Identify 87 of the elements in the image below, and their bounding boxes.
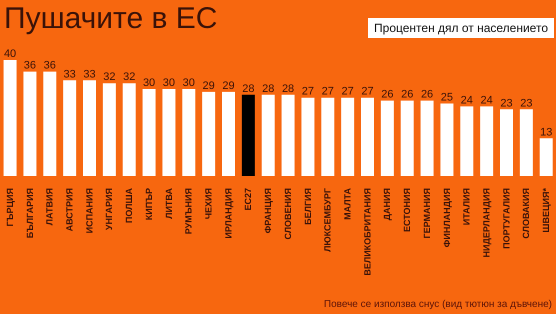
data-label: 32 xyxy=(103,71,116,84)
bar xyxy=(440,104,454,176)
data-label: 25 xyxy=(440,92,454,104)
bar xyxy=(262,94,275,176)
data-label: 27 xyxy=(361,86,374,98)
x-tick-label: АВСТРИЯ xyxy=(64,188,74,232)
x-tick-label: РУМЪНИЯ xyxy=(184,188,194,234)
text: Повече се използва снус (вид тютюн за дъвчене) xyxy=(324,299,552,310)
bar xyxy=(23,72,36,176)
x-tick-label: ЛИТВА xyxy=(164,188,174,219)
bar xyxy=(222,92,236,176)
data-label: 33 xyxy=(64,68,76,80)
x-tick-label: ГЕРМАНИЯ xyxy=(422,188,432,238)
data-label: 36 xyxy=(24,60,36,72)
bar xyxy=(400,100,414,176)
x-tick-label: ДАНИЯ xyxy=(382,188,392,220)
data-label: 27 xyxy=(302,86,314,98)
x-tick-label: ШВЕЦИЯ* xyxy=(541,188,552,233)
x-tick-label: ПОЛША xyxy=(124,188,134,224)
x-tick-label: БЪЛГАРИЯ xyxy=(24,188,35,238)
bar xyxy=(480,106,494,176)
bar xyxy=(142,89,156,176)
x-tick-label: НИДЕРЛАНДИЯ xyxy=(482,188,492,258)
bar xyxy=(102,83,116,176)
bar xyxy=(4,60,17,176)
bar xyxy=(282,94,295,176)
x-tick-label: УНГАРИЯ xyxy=(104,188,114,230)
chart-title: Пушачите в ЕС xyxy=(4,2,218,36)
data-label: 30 xyxy=(142,77,156,89)
x-tick-label: ИСПАНИЯ xyxy=(84,188,94,234)
x-tick-label: КИПЪР xyxy=(144,188,154,220)
bar xyxy=(520,109,533,176)
data-label: 24 xyxy=(460,94,473,106)
data-label: 26 xyxy=(420,88,434,101)
data-label: 23 xyxy=(520,97,532,110)
data-label: 24 xyxy=(480,94,493,106)
x-tick-label: ФРАНЦИЯ xyxy=(263,188,274,234)
data-label: 30 xyxy=(162,77,176,89)
bar xyxy=(341,98,354,176)
x-tick-label: ГЪРЦИЯ xyxy=(4,188,15,226)
x-tick-label: БЕЛГИЯ xyxy=(302,188,313,225)
data-label: 40 xyxy=(4,48,16,60)
data-label: 28 xyxy=(242,82,254,95)
data-label: 28 xyxy=(282,82,294,95)
x-tick-label: ЛЮКСЕМБУРГ xyxy=(322,188,333,252)
x-tick-label: СЛОВЕНИЯ xyxy=(282,188,293,240)
data-label: 28 xyxy=(262,82,274,95)
x-tick-label: ВЕЛИКОБРИТАНИЯ xyxy=(362,188,372,276)
data-label: 27 xyxy=(322,86,334,98)
bar xyxy=(301,98,314,176)
bar xyxy=(83,80,96,176)
data-label: 36 xyxy=(44,60,56,72)
bar xyxy=(380,100,394,176)
bar xyxy=(63,80,76,176)
x-tick-label: ПОРТУГАЛИЯ xyxy=(501,188,512,249)
data-label: 26 xyxy=(401,88,414,101)
data-label: 33 xyxy=(83,68,96,80)
bar xyxy=(460,106,474,176)
data-label: 30 xyxy=(182,77,195,89)
bar xyxy=(182,89,196,176)
x-tick-label: ЕС27 xyxy=(243,188,254,211)
data-label: 26 xyxy=(381,88,394,101)
data-label: 23 xyxy=(500,97,513,110)
data-label: 29 xyxy=(222,80,235,92)
x-tick-label: ЕСТОНИЯ xyxy=(402,188,412,232)
bar xyxy=(420,100,434,176)
x-tick-label: МАЛТА xyxy=(342,188,352,220)
x-tick-label: ЧЕХИЯ xyxy=(204,188,214,220)
bar xyxy=(361,98,374,176)
bar xyxy=(540,138,553,176)
x-tick-label: ИРЛАНДИЯ xyxy=(223,188,234,239)
bar xyxy=(162,89,176,176)
data-label: 29 xyxy=(202,80,215,92)
x-tick-label: СЛОВАКИЯ xyxy=(521,188,532,239)
bar xyxy=(43,72,56,176)
x-tick-label: ИТАЛИЯ xyxy=(462,188,472,226)
chart-subtitle: Процентен дял от населението xyxy=(368,18,554,38)
bar xyxy=(202,92,216,176)
x-tick-label: ФИНЛАНДИЯ xyxy=(442,188,452,248)
bar xyxy=(122,83,136,176)
x-tick-label: ЛАТВИЯ xyxy=(44,188,55,226)
bar xyxy=(321,98,334,176)
bar xyxy=(242,94,255,176)
data-label: 27 xyxy=(342,86,354,98)
data-label: 32 xyxy=(123,71,136,84)
bar xyxy=(500,109,514,176)
data-label: 13 xyxy=(540,126,552,138)
